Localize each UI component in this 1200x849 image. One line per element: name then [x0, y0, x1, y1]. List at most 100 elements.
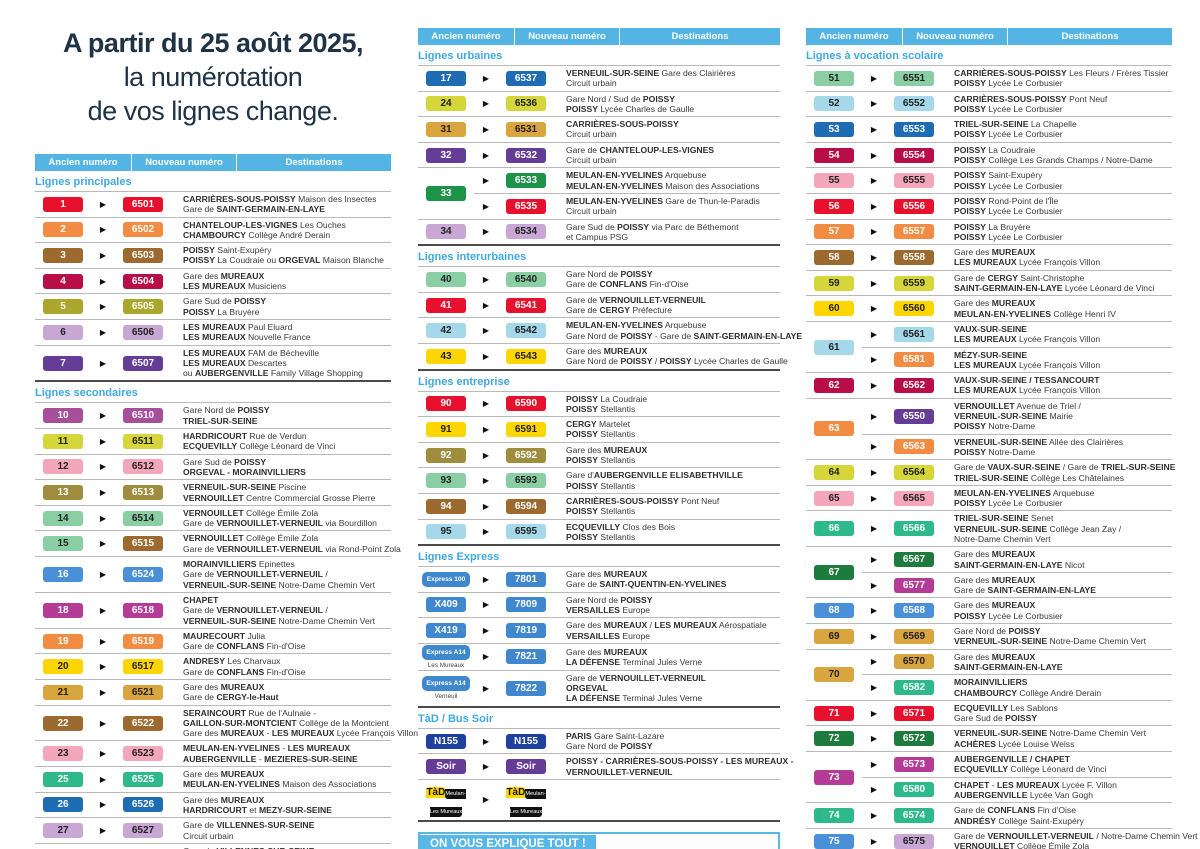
new-badge-wrap: 6542	[506, 323, 546, 339]
new-number-cell: 6556	[886, 198, 942, 214]
new-badge-wrap: 6515	[123, 536, 163, 552]
new-badge-wrap: 6569	[894, 628, 934, 644]
destination-line: Gare des MUREAUX	[954, 574, 1036, 585]
destination-line: Gare Sud de POISSY	[954, 713, 1038, 724]
section-title: TàD / Bus Soir	[418, 712, 494, 725]
row-entry: ▶ 6552 CARRIÈRES-SOUS-POISSY Pont Neuf POIS…	[862, 92, 1172, 117]
destination-line: VERNOUILLET Collège Émile Zola	[954, 841, 1090, 849]
new-line-badge: N155	[506, 733, 546, 749]
destination-line: Gare de SAINT-GERMAIN-EN-LAYE	[954, 585, 1096, 596]
old-badge-wrap: 59	[814, 275, 854, 291]
new-line-badge: 6581	[894, 352, 934, 368]
old-badge-wrap: 4	[43, 273, 83, 289]
line-row: 56 ▶ 6556 POISSY Rond-Point de l'Île POISSY …	[806, 192, 1172, 219]
arrow-right-icon: ▶	[870, 150, 878, 160]
destination-line: POISSY Collège Les Grands Champs / Notre…	[954, 155, 1153, 166]
old-line-badge: 25	[43, 771, 83, 787]
arrow-right-icon: ▶	[99, 636, 107, 646]
new-number-cell: 6560	[886, 301, 942, 317]
old-number-cell: 33	[418, 185, 474, 202]
new-line-badge: 6567	[894, 552, 934, 568]
old-badge-wrap: 13	[43, 485, 83, 501]
destination-line: Gare de VERNOUILLET-VERNEUIL via Bourdil…	[183, 518, 377, 529]
new-line-badge: 6536	[506, 96, 546, 112]
row-entries: ▶ 6536 Gare Nord / Sud de POISSY POISSY Lyc…	[474, 92, 780, 117]
destination-line: MEULAN-EN-YVELINES Arquebuse	[566, 170, 707, 181]
row-entry: ▶ 6533 MEULAN-EN-YVELINES Arquebuse MEULAN-…	[474, 168, 780, 193]
old-badge-wrap: 68	[814, 603, 854, 619]
destination-line: Gare de CERGY-le-Haut	[183, 692, 279, 703]
tad-badge-label: TàD	[426, 786, 446, 798]
new-line-badge: 6540	[506, 271, 546, 287]
new-line-badge: 6517	[123, 659, 163, 675]
old-line-badge: 33	[426, 185, 466, 201]
title-line-2: la numérotation	[123, 62, 303, 92]
new-line-badge: 6592	[506, 447, 546, 463]
old-line-badge: 17	[426, 70, 466, 86]
new-badge-wrap: 6573	[894, 756, 934, 772]
row-entries: ▶ 7821 Gare des MUREAUX LA DÉFENSE Terminal…	[474, 645, 780, 670]
old-badge-wrap: 22	[43, 715, 83, 731]
row-entry: ▶ 6559 Gare de CERGY Saint-Christophe SAINT…	[862, 271, 1172, 296]
destination-line: VERNEUIL-SUR-SEINE Notre-Dame Chemin Ver…	[954, 728, 1146, 739]
row-entries: ▶ 6593 Gare d'AUBERGENVILLE ELISABETHVILLE…	[474, 468, 780, 493]
new-line-badge: 6550	[894, 408, 934, 424]
new-line-badge: 6542	[506, 323, 546, 339]
destination-text: CARRIÈRES-SOUS-POISSY Pont Neuf POISSY St…	[554, 496, 780, 517]
old-number-cell: 74	[806, 807, 862, 824]
destination-line: CHAMBOURCY Collège André Derain	[183, 229, 331, 240]
arrow-right-icon: ▶	[870, 657, 878, 667]
old-line-badge: 40	[426, 271, 466, 287]
line-row: Soir ▶ Soir POISSY - CARRIÈRES-SOUS-POISSY …	[418, 753, 793, 779]
old-line-badge: 57	[814, 224, 854, 240]
new-line-badge: 6561	[894, 326, 934, 342]
row-entries: ▶ 6568 Gare des MUREAUX POISSY Lycée Le Cor…	[862, 598, 1172, 623]
new-line-badge: 6590	[506, 396, 546, 412]
header-old-number: Ancien numéro	[431, 31, 501, 42]
new-number-cell: 6525	[115, 771, 171, 787]
old-number-cell: X409	[418, 596, 474, 613]
destination-line: Gare des MUREAUX	[183, 270, 265, 281]
old-badge-wrap: 17	[426, 70, 466, 86]
destination-line: Gare des MUREAUX	[183, 769, 265, 780]
row-entry: ▶ 6531 CARRIÈRES-SOUS-POISSY Circuit urbain	[474, 117, 780, 142]
destination-line: Circuit urbain	[566, 206, 617, 217]
old-number-cell: 62	[806, 377, 862, 394]
old-badge-wrap: 25	[43, 771, 83, 787]
new-line-badge: 6556	[894, 198, 934, 214]
row-entry: ▶ 6537 VERNEUIL-SUR-SEINE Gare des Clairiè…	[474, 66, 780, 91]
destination-text: Gare de VERNOUILLET-VERNEUIL ORGEVAL LA DÉ…	[554, 673, 780, 704]
old-badge-wrap: X419	[426, 623, 466, 639]
destination-line: ORGEVAL - MORAINVILLIERS	[183, 466, 306, 477]
row-entries: ▶ 6522 SERAINCOURT Rue de l'Aulnaie - GAILL…	[91, 706, 418, 741]
new-badge-wrap: 6593	[506, 473, 546, 489]
destination-text: POISSY Rond-Point de l'Île POISSY Lycée L…	[942, 196, 1172, 217]
arrow-right-icon: ▶	[870, 683, 878, 693]
row-entry: ▶ 7822 Gare de VERNOUILLET-VERNEUIL ORGEVAL…	[474, 671, 780, 706]
new-line-badge: 6558	[894, 249, 934, 265]
table-section: 51 ▶ 6551 CARRIÈRES-SOUS-POISSY Les Fleurs …	[806, 65, 1198, 849]
destination-text: POISSY La Coudraie POISSY Stellantis	[554, 394, 780, 415]
old-badge-wrap: 19	[43, 633, 83, 649]
new-line-badge: 6562	[894, 377, 934, 393]
new-line-badge: 7801	[506, 571, 546, 587]
old-line-badge: 27	[43, 823, 83, 839]
row-entry: ▶ 7809 Gare Nord de POISSY VERSAILLES Europ…	[474, 593, 780, 618]
line-row: 57 ▶ 6557 POISSY La Bruyère POISSY Lycée Le …	[806, 218, 1172, 245]
old-badge-wrap: 55	[814, 173, 854, 189]
destination-text: Gare de VERNOUILLET-VERNEUIL / Notre-Dam…	[942, 831, 1198, 849]
row-entry: ▶ 6524 MORAINVILLIERS Epinettes Gare de VER…	[91, 557, 391, 592]
line-row: 32 ▶ 6532 Gare de CHANTELOUP-LES-VIGNES Circ…	[418, 141, 780, 168]
old-number-cell: TàDMeulan- Les Mureaux	[418, 781, 474, 819]
new-badge-wrap: 6511	[123, 433, 163, 449]
destination-text: Gare de VILLENNES-SUR-SEINE Circuit urbai…	[171, 820, 391, 841]
destination-line: GAILLON-SUR-MONTCIENT Collège de la Mont…	[183, 717, 389, 728]
destination-line: Gare de VERNOUILLET-VERNEUIL /	[183, 605, 328, 616]
new-line-badge: 6525	[123, 771, 163, 787]
old-line-badge: 4	[43, 273, 83, 289]
old-badge-wrap: 65	[814, 490, 854, 506]
old-line-badge: 3	[43, 247, 83, 263]
destination-text: AUBERGENVILLE / CHAPET ECQUEVILLY Collège…	[942, 754, 1172, 775]
arrow-right-icon: ▶	[99, 800, 107, 810]
old-line-badge: 71	[814, 705, 854, 721]
